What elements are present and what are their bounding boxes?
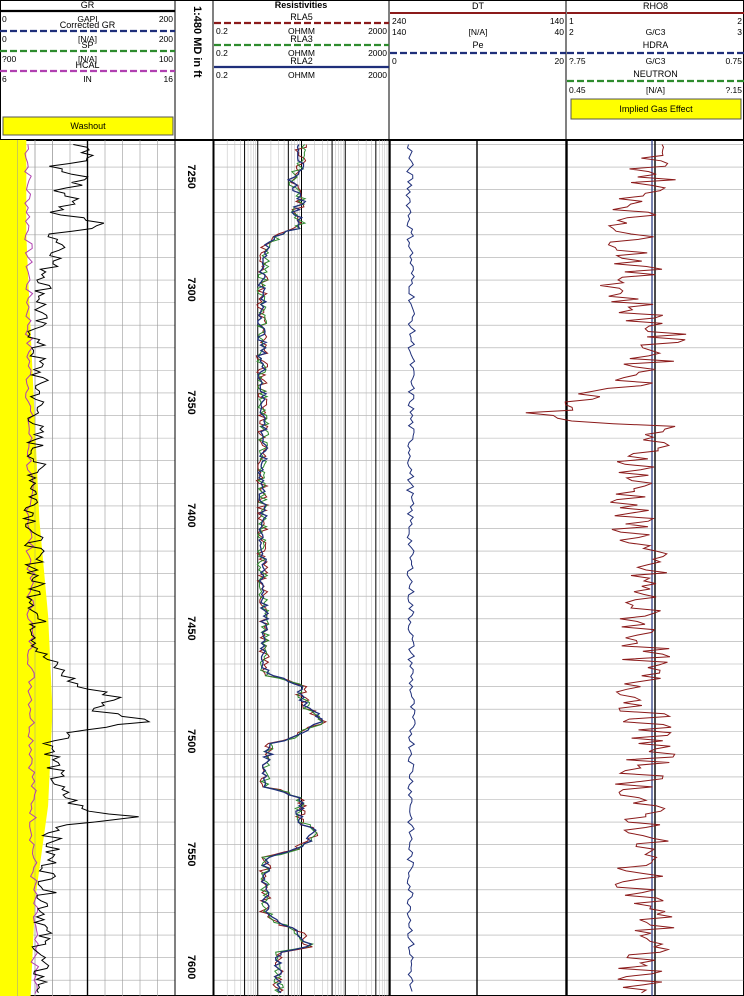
hdra-unit: G/C3 bbox=[646, 56, 666, 66]
hdra-name: HDRA bbox=[643, 40, 669, 50]
dt-name: DT bbox=[472, 1, 484, 11]
res-rla5-name: RLA5 bbox=[290, 12, 313, 22]
res-rla3-max: 2000 bbox=[368, 48, 387, 58]
res-rla5-max: 2000 bbox=[368, 26, 387, 36]
neutron-unit: [N/A] bbox=[646, 85, 665, 95]
dt-min: 240 bbox=[392, 16, 406, 26]
gr-track-sp-min: ?00 bbox=[2, 54, 16, 64]
rho8-min2: 2 bbox=[569, 27, 574, 37]
gr-track-hcal-max: 16 bbox=[164, 74, 174, 84]
gr-curve bbox=[21, 144, 151, 994]
rla2-curve bbox=[256, 144, 323, 994]
dt-unit: [N/A] bbox=[469, 27, 488, 37]
neutron-min: 0.45 bbox=[569, 85, 586, 95]
depth-label: 7350 bbox=[185, 390, 197, 414]
gr-track-gr-max: 200 bbox=[159, 14, 173, 24]
gr-track-sp-name: SP bbox=[81, 40, 93, 50]
rho8-name: RHO8 bbox=[643, 1, 668, 11]
gr-track-hcal-unit: IN bbox=[83, 74, 92, 84]
gr-track-corrected-gr-max: 200 bbox=[159, 34, 173, 44]
res-rla2-min: 0.2 bbox=[216, 70, 228, 80]
neutron-max: ?.15 bbox=[725, 85, 742, 95]
rho8-curve bbox=[525, 144, 687, 994]
res-rla5-min: 0.2 bbox=[216, 26, 228, 36]
gr-track-corrected-gr-name: Corrected GR bbox=[60, 20, 116, 30]
pe-max: 20 bbox=[555, 56, 565, 66]
gas-effect-label: Implied Gas Effect bbox=[619, 104, 693, 114]
hdra-max: 0.75 bbox=[725, 56, 742, 66]
res-rla3-name: RLA3 bbox=[290, 34, 313, 44]
rho8-max: 2 bbox=[737, 16, 742, 26]
rho8-max2: 3 bbox=[737, 27, 742, 37]
rla3-curve bbox=[256, 144, 324, 994]
depth-label: 7250 bbox=[185, 164, 197, 188]
gr-track-hcal-name: HCAL bbox=[75, 60, 99, 70]
depth-label: 7300 bbox=[185, 277, 197, 301]
gr-track-sp-unit: [N/A] bbox=[78, 54, 97, 64]
dt-min2: 140 bbox=[392, 27, 406, 37]
res-rla2-unit: OHMM bbox=[288, 70, 315, 80]
depth-label: 7400 bbox=[185, 503, 197, 527]
gr-track-gr-name: GR bbox=[81, 0, 95, 10]
pe-min: 0 bbox=[392, 56, 397, 66]
washout-fill bbox=[0, 140, 53, 996]
res-rla3-unit: OHMM bbox=[288, 48, 315, 58]
resistivity-title: Resistivities bbox=[275, 0, 328, 10]
gr-track-hcal-min: 6 bbox=[2, 74, 7, 84]
depth-label: 7450 bbox=[185, 616, 197, 640]
gr-track-gr-unit: GAPI bbox=[77, 14, 97, 24]
depth-label: 7600 bbox=[185, 955, 197, 979]
washout-label: Washout bbox=[70, 121, 106, 131]
washout-swatch bbox=[2, 116, 174, 136]
log-body: 7250 7300 7350 7400 7450 7500 7550 7600 bbox=[0, 140, 744, 996]
res-rla3-min: 0.2 bbox=[216, 48, 228, 58]
hcal-curve bbox=[24, 144, 40, 994]
dt-max2: 40 bbox=[555, 27, 565, 37]
depth-label: 7550 bbox=[185, 842, 197, 866]
dt-max: 140 bbox=[550, 16, 564, 26]
pe-name: Pe bbox=[472, 40, 483, 50]
res-rla2-max: 2000 bbox=[368, 70, 387, 80]
gr-track-sp-max: 100 bbox=[159, 54, 173, 64]
neutron-name: NEUTRON bbox=[633, 69, 678, 79]
pe-curve bbox=[405, 144, 417, 992]
gr-track-gr-min: 0 bbox=[2, 14, 7, 24]
gr-track-corrected-gr-unit: [N/A] bbox=[78, 34, 97, 44]
rho8-unit: G/C3 bbox=[646, 27, 666, 37]
gas-effect-swatch bbox=[570, 98, 742, 120]
depth-scale-label: 1:480 MD in ft bbox=[191, 6, 203, 78]
gr-track-corrected-gr-min: 0 bbox=[2, 34, 7, 44]
res-rla5-unit: OHMM bbox=[288, 26, 315, 36]
res-rla2-name: RLA2 bbox=[290, 56, 313, 66]
rho8-min: 1 bbox=[569, 16, 574, 26]
depth-label: 7500 bbox=[185, 729, 197, 753]
hdra-min: ?.75 bbox=[569, 56, 586, 66]
